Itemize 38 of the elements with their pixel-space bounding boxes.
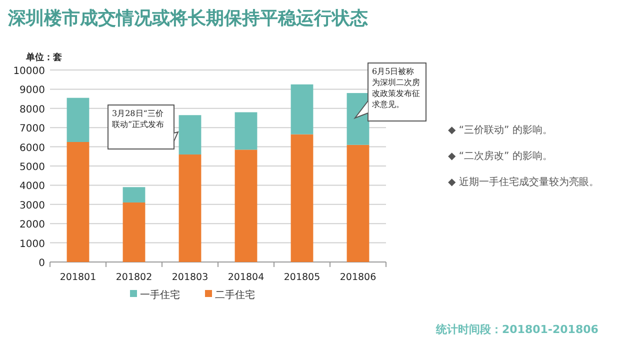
y-axis-title: 单位：套 — [25, 52, 63, 63]
bar — [66, 98, 90, 142]
y-tick-label: 1000 — [20, 238, 45, 250]
bar — [178, 115, 202, 154]
y-tick-label: 8000 — [20, 104, 45, 116]
y-tick-label: 6000 — [20, 142, 45, 154]
x-tick-label: 201802 — [116, 272, 152, 283]
legend-label: 一手住宅 — [140, 289, 180, 301]
y-tick-label: 2000 — [20, 220, 45, 231]
y-tick-label: 5000 — [20, 162, 45, 173]
text: 统计时间段：201801-201806 — [436, 322, 598, 337]
x-tick-label: 201803 — [172, 272, 208, 283]
y-tick-label: 4000 — [20, 181, 45, 192]
annotation: 6月5日被称为深圳二次房改政策发布征求意见。 — [372, 66, 421, 110]
bar — [346, 144, 370, 262]
y-tick-label: 7000 — [20, 124, 45, 135]
y-tick-label: 3000 — [20, 200, 45, 212]
x-tick-label: 201801 — [60, 272, 96, 283]
bar — [290, 134, 314, 262]
bar — [178, 154, 202, 262]
text: ◆ “三价联动” 的影响。 — [448, 124, 554, 138]
chart-title: 深圳楼市成交情况或将长期保持平稳运行状态 — [8, 7, 368, 30]
bar — [290, 84, 314, 134]
bar — [234, 112, 258, 150]
bar — [122, 202, 146, 262]
legend-label: 二手住宅 — [215, 289, 255, 301]
y-tick-label: 0 — [38, 258, 45, 269]
bar — [122, 187, 146, 202]
bar — [234, 150, 258, 262]
x-tick-label: 201804 — [228, 272, 264, 283]
x-tick-label: 201806 — [340, 272, 376, 283]
bar — [66, 142, 90, 262]
y-tick-label: 9000 — [20, 85, 45, 96]
x-tick-label: 201805 — [284, 272, 320, 283]
y-tick-label: 10000 — [13, 66, 45, 77]
text: ◆ “二次房改” 的影响。 — [448, 150, 554, 164]
annotation: 3月28日“三价联动”正式发布 — [112, 108, 166, 130]
text: ◆ 近期一手住宅成交量较为亮眼。 — [448, 176, 600, 190]
